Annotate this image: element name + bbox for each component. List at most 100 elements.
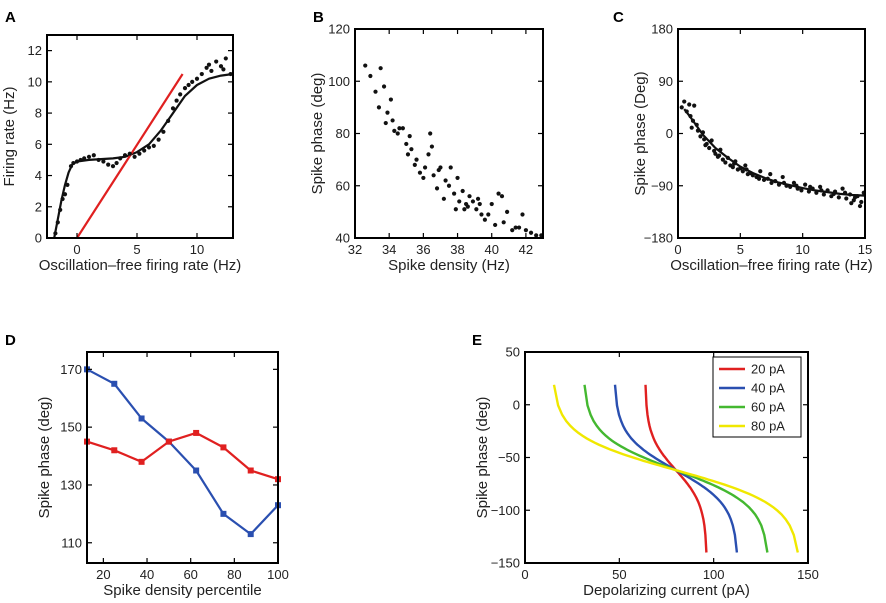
data-point: [368, 73, 373, 79]
data-point: [806, 189, 812, 194]
x-axis-label: Depolarizing current (pA): [583, 582, 750, 599]
data-point: [479, 212, 484, 217]
data-point: [505, 209, 510, 214]
panel-b: B 32 34 36 38 40 42 40 60 80 100 120 Spike density (…: [309, 9, 544, 274]
y-axis-label: Spike phase (deg): [36, 397, 53, 519]
series-marker-red: [220, 444, 227, 451]
panel-e: 20 pA 40 pA 60 pA 80 pA E 0 50 100 150 −150 −100 −5…: [472, 332, 819, 599]
y-tick-label: 130: [60, 477, 82, 492]
data-point: [151, 143, 156, 148]
data-point: [528, 230, 534, 235]
data-point: [106, 162, 111, 167]
plot-frame: [354, 28, 544, 239]
data-point: [477, 201, 482, 207]
data-point: [388, 97, 393, 102]
data-point: [690, 118, 696, 123]
data-point: [363, 63, 368, 68]
y-tick-label: 40: [336, 231, 350, 246]
data-point: [702, 137, 707, 142]
series-marker-blue: [138, 415, 145, 422]
data-point: [407, 134, 412, 139]
data-point: [859, 199, 864, 205]
series-marker-red: [193, 429, 200, 436]
legend-entry: 40 pA: [751, 381, 785, 396]
y-tick-label: 4: [35, 168, 42, 183]
data-point: [457, 199, 462, 204]
data-point: [692, 103, 697, 108]
panel-a: A 0 5 10 0 2 4 6 8 10 12 Oscillation–free firing ra…: [1, 9, 241, 274]
data-point: [836, 195, 841, 200]
data-point: [82, 156, 87, 161]
data-point: [114, 160, 119, 166]
panel-label: A: [5, 9, 16, 26]
legend-box: [712, 356, 802, 438]
data-point: [65, 182, 70, 188]
y-tick-label: −50: [498, 450, 520, 465]
data-point: [694, 122, 699, 127]
legend-entry: 60 pA: [751, 400, 785, 415]
data-point: [847, 192, 853, 197]
data-point: [453, 207, 458, 212]
data-point: [773, 179, 778, 184]
data-point: [434, 186, 440, 191]
data-point: [713, 151, 718, 156]
data-point: [199, 71, 204, 77]
legend-entry: 20 pA: [751, 362, 785, 377]
data-point: [74, 159, 80, 164]
data-point: [383, 120, 388, 126]
data-point: [794, 183, 799, 188]
data-point: [679, 105, 684, 110]
data-point: [127, 151, 132, 156]
data-point: [206, 62, 212, 67]
data-point: [446, 183, 452, 188]
x-axis-label: Oscillation–free firing rate (Hz): [670, 257, 873, 274]
data-point: [803, 182, 808, 187]
data-point: [784, 183, 789, 188]
data-point: [743, 163, 748, 168]
x-tick-label: 0: [674, 242, 681, 257]
y-axis-label: Spike phase (Deg): [632, 71, 649, 195]
data-point: [460, 188, 465, 194]
data-point: [392, 128, 397, 133]
data-point: [516, 225, 522, 230]
data-point: [132, 154, 137, 159]
data-point: [448, 165, 453, 170]
data-point: [71, 160, 76, 166]
data-point: [840, 186, 845, 191]
data-point: [700, 130, 706, 135]
data-point: [91, 153, 96, 158]
data-point: [417, 170, 423, 175]
data-point: [707, 145, 712, 151]
x-axis-label: Oscillation–free firing rate (Hz): [39, 257, 242, 274]
data-point: [499, 194, 505, 199]
data-point: [720, 157, 725, 162]
data-point: [780, 174, 785, 180]
data-point: [730, 165, 735, 170]
x-tick-label: 40: [484, 242, 498, 257]
data-point: [395, 131, 400, 136]
panel-label: C: [613, 9, 624, 26]
data-point: [756, 176, 762, 181]
y-tick-label: −100: [491, 503, 520, 518]
y-axis-label: Spike phase (deg): [309, 73, 326, 195]
data-point: [799, 188, 804, 193]
data-point: [717, 153, 722, 158]
data-point: [765, 176, 770, 181]
data-point: [695, 128, 701, 133]
data-point: [725, 155, 730, 160]
series-marker-blue: [193, 467, 200, 474]
panel-label: E: [472, 332, 482, 349]
data-point: [698, 134, 703, 139]
data-point: [852, 195, 858, 200]
series-line-blue: [87, 368, 278, 536]
data-point: [844, 196, 849, 201]
data-point: [378, 66, 383, 71]
data-point: [68, 164, 74, 169]
data-point: [376, 105, 382, 110]
y-tick-label: −90: [651, 178, 673, 193]
x-axis-label: Spike density percentile: [103, 582, 261, 599]
series-marker-red: [247, 467, 254, 474]
data-point: [218, 64, 224, 69]
x-tick-label: 10: [190, 242, 204, 257]
data-point: [808, 184, 813, 190]
